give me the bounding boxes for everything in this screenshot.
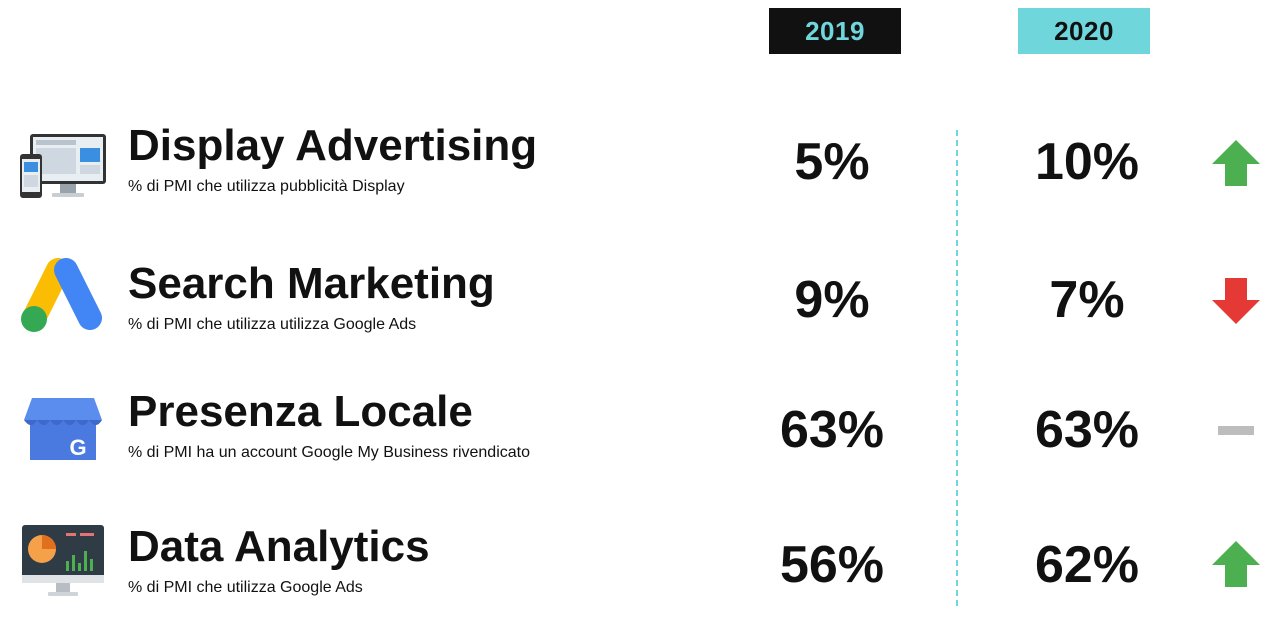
google-my-business-icon: G [24,398,102,460]
year-2020-label: 2020 [1054,15,1114,46]
year-2019-label: 2019 [805,15,865,46]
value-2019: 63% [779,401,885,459]
google-ads-icon [21,258,102,332]
row-display-advertising: Display Advertising % di PMI che utilizz… [0,112,1280,222]
year-header-2019: 2019 [769,8,901,54]
value-2019: 5% [794,133,870,191]
trend-up-arrow-icon [1212,140,1260,186]
row-search-marketing: Search Marketing % di PMI che utilizza u… [0,250,1280,360]
row-subtitle: % di PMI che utilizza pubblicità Display [128,178,405,195]
display-devices-icon [20,134,106,198]
column-divider [956,130,958,606]
value-2020: 10% [1034,133,1140,191]
trend-down-arrow-icon [1212,278,1260,324]
row-title: Display Advertising [128,121,538,170]
value-2020: 63% [1034,401,1140,459]
row-data-analytics: Data Analytics % di PMI che utilizza Goo… [0,515,1280,625]
trend-flat-dash-icon [1218,426,1254,435]
row-subtitle: % di PMI ha un account Google My Busines… [128,444,530,461]
row-subtitle: % di PMI che utilizza Google Ads [128,579,363,596]
row-title: Presenza Locale [128,387,473,436]
row-title: Search Marketing [128,259,495,308]
value-2020: 62% [1034,536,1140,594]
value-2019: 56% [779,536,885,594]
trend-up-arrow-icon [1212,541,1260,587]
row-subtitle: % di PMI che utilizza utilizza Google Ad… [128,316,417,333]
row-title: Data Analytics [128,522,430,571]
year-header-2020: 2020 [1018,8,1150,54]
analytics-dashboard-icon [22,525,104,596]
value-2020: 7% [1049,271,1125,329]
svg-text:G: G [69,435,86,460]
row-presenza-locale: G Presenza Locale % di PMI ha un account… [0,380,1280,490]
value-2019: 9% [794,271,870,329]
